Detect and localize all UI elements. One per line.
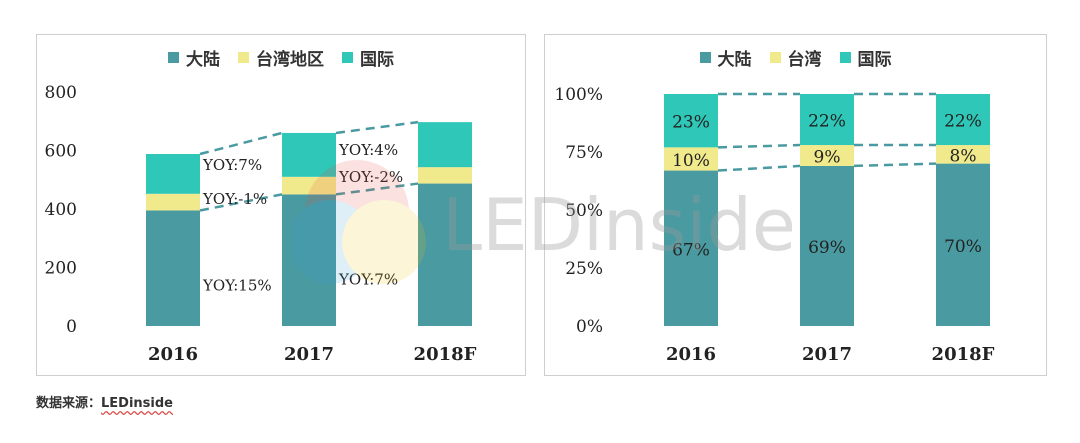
bar-segment bbox=[664, 147, 718, 171]
data-label: 23% bbox=[672, 113, 710, 133]
yoy-annotation: YOY:-1% bbox=[202, 190, 267, 208]
yoy-annotation: YOY:7% bbox=[338, 270, 398, 288]
legend-label-international: 国际 bbox=[857, 49, 892, 70]
bar-segment bbox=[146, 193, 200, 211]
data-label: 22% bbox=[944, 112, 982, 132]
bar-segment bbox=[418, 122, 472, 168]
legend-swatch-international bbox=[342, 51, 353, 63]
trend-connector bbox=[335, 182, 419, 196]
trend-connector bbox=[717, 164, 801, 172]
source-label: 数据来源： bbox=[36, 396, 102, 411]
yoy-annotation: YOY:7% bbox=[202, 156, 262, 174]
legend-label-mainland: 大陆 bbox=[717, 49, 752, 70]
y-tick-label: 800 bbox=[45, 83, 77, 103]
bar-segment bbox=[146, 210, 200, 326]
bar-segment bbox=[664, 170, 718, 326]
bar-segment bbox=[418, 167, 472, 184]
x-tick-label: 2018F bbox=[414, 344, 477, 365]
x-tick-label: 2016 bbox=[666, 344, 716, 365]
data-label: 70% bbox=[944, 237, 982, 257]
yoy-annotation: YOY:4% bbox=[338, 141, 398, 159]
legend-swatch-mainland bbox=[699, 51, 711, 63]
y-tick-label: 25% bbox=[565, 259, 603, 279]
legend-volume: 大陆 台湾地区 国际 bbox=[37, 45, 525, 70]
bar-segment bbox=[282, 132, 336, 177]
bar-segment bbox=[418, 183, 472, 326]
data-label: 22% bbox=[808, 112, 846, 132]
y-tick-label: 50% bbox=[565, 201, 603, 221]
legend-item-mainland: 大陆 bbox=[168, 45, 220, 70]
trend-connector bbox=[199, 131, 283, 156]
chart-panel-volume: 大陆 台湾地区 国际 0 200 400 600 800 2016 2017 2018F YOY… bbox=[36, 34, 526, 376]
plot-volume: 0 200 400 600 800 2016 2017 2018F YOY:7% YOY:-1% Y… bbox=[45, 83, 477, 365]
legend-label-taiwan: 台湾 bbox=[787, 49, 822, 70]
legend-swatch-taiwan bbox=[769, 51, 781, 63]
data-label: 69% bbox=[808, 238, 846, 258]
trend-connector bbox=[335, 120, 419, 135]
y-tick-label: 75% bbox=[565, 143, 603, 163]
source-name: LEDinside bbox=[101, 396, 173, 411]
legend-label-international: 国际 bbox=[360, 49, 394, 70]
legend-label-mainland: 大陆 bbox=[186, 49, 220, 70]
legend-share: 大陆 台湾 国际 bbox=[545, 45, 1046, 70]
source-note: 数据来源：LEDinside bbox=[36, 392, 173, 411]
x-tick-label: 2018F bbox=[932, 344, 995, 365]
bar-segment bbox=[936, 94, 990, 146]
data-label: 10% bbox=[672, 151, 710, 171]
plot-share: 0% 25% 50% 75% 100% 67% 10% 23% 2016 69% 9% 22% 2017… bbox=[554, 85, 995, 365]
x-tick-label: 2016 bbox=[148, 344, 198, 365]
legend-label-taiwan: 台湾地区 bbox=[256, 49, 324, 70]
y-tick-label: 0% bbox=[576, 317, 603, 337]
x-tick-label: 2017 bbox=[802, 344, 852, 365]
bar-segment bbox=[800, 165, 854, 326]
legend-item-taiwan: 台湾 bbox=[769, 45, 822, 70]
bar-segment bbox=[282, 194, 336, 326]
trend-connector bbox=[717, 143, 801, 149]
legend-swatch-international bbox=[839, 51, 851, 63]
legend-item-mainland: 大陆 bbox=[699, 45, 752, 70]
bar-segment bbox=[936, 163, 990, 326]
trend-connector bbox=[853, 162, 937, 168]
legend-item-taiwan: 台湾地区 bbox=[238, 45, 324, 70]
data-label: 8% bbox=[950, 146, 977, 166]
bar-segment bbox=[800, 145, 854, 166]
y-tick-label: 100% bbox=[554, 85, 603, 105]
data-label: 9% bbox=[814, 147, 841, 167]
legend-item-international: 国际 bbox=[839, 45, 892, 70]
data-label: 67% bbox=[672, 240, 710, 260]
yoy-annotation: YOY:-2% bbox=[338, 168, 403, 186]
yoy-annotation: YOY:15% bbox=[202, 276, 272, 294]
bar-segment bbox=[936, 145, 990, 164]
bar-segment bbox=[800, 94, 854, 146]
y-tick-label: 400 bbox=[45, 200, 77, 220]
legend-swatch-taiwan bbox=[238, 51, 249, 63]
bar-segment bbox=[664, 94, 718, 148]
chart-panel-share: 大陆 台湾 国际 0% 25% 50% 75% 100% 67% 10% 23% 2016 69%… bbox=[544, 34, 1047, 376]
legend-item-international: 国际 bbox=[342, 45, 394, 70]
bar-segment bbox=[282, 176, 336, 195]
legend-swatch-mainland bbox=[168, 51, 179, 63]
bar-segment bbox=[146, 154, 200, 194]
y-tick-label: 600 bbox=[45, 142, 77, 162]
x-tick-label: 2017 bbox=[284, 344, 334, 365]
y-tick-label: 0 bbox=[66, 317, 77, 337]
y-tick-label: 200 bbox=[45, 259, 77, 279]
